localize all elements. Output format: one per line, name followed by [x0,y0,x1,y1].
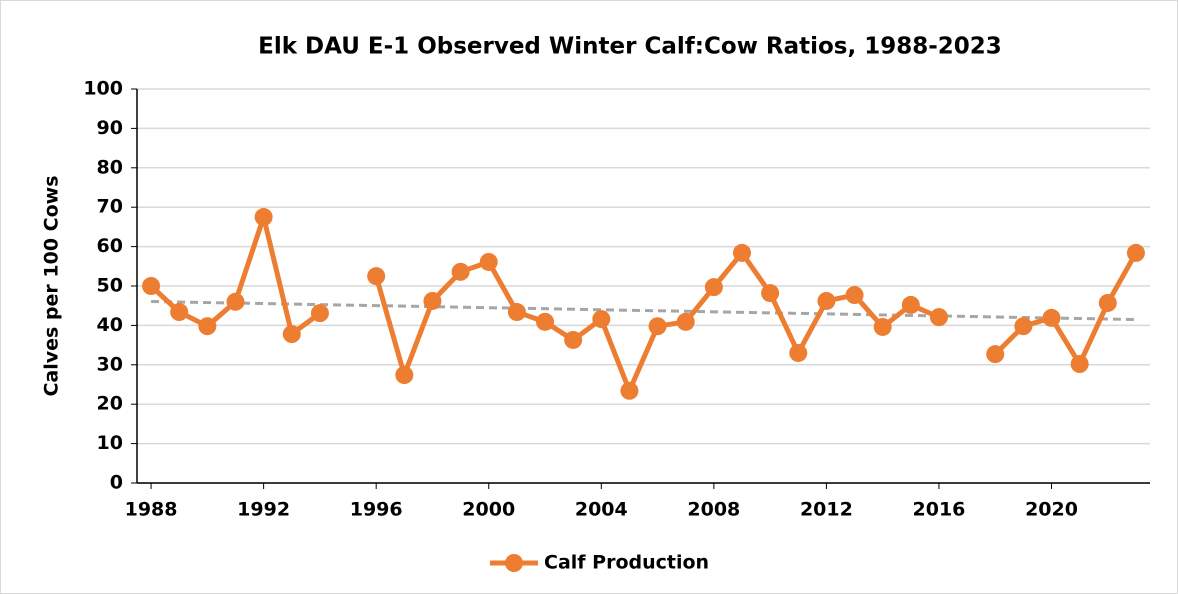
point [901,295,920,314]
point [986,345,1005,364]
x-tick-label: 1992 [237,499,290,521]
x-tick-label: 1996 [350,499,403,521]
y-tick-label: 10 [97,432,123,454]
y-tick-label: 20 [97,393,123,415]
point [451,262,470,281]
x-tick-label: 2008 [687,499,740,521]
y-tick-label: 90 [97,117,123,139]
point [564,330,583,349]
point [789,343,808,362]
point [1014,317,1033,336]
y-tick-label: 60 [97,235,123,257]
point [198,317,217,336]
point [254,208,273,227]
point [142,277,161,295]
y-axis-label: Calves per 100 Cows [41,175,63,396]
point [1042,308,1061,327]
y-tick-label: 30 [97,353,123,375]
point [310,304,329,323]
point [479,252,498,271]
point [170,303,189,322]
point [817,291,836,310]
point [761,284,780,303]
point [1098,293,1117,312]
point [423,291,442,310]
y-tick-label: 100 [83,78,123,100]
point [845,286,864,305]
point [929,308,948,327]
point [536,312,555,331]
y-tick-label: 70 [97,196,123,218]
point [676,312,695,331]
point [592,310,611,329]
point [282,325,301,344]
point [395,366,414,385]
point [367,267,386,286]
point [873,317,892,336]
point [732,243,751,262]
point [1070,355,1089,374]
x-tick-label: 2016 [913,499,966,521]
trendline [151,299,1136,322]
point [704,278,723,297]
chart-title: Elk DAU E-1 Observed Winter Calf:Cow Rat… [258,34,1002,60]
point [507,303,526,322]
point [1126,243,1145,262]
y-tick-label: 80 [97,156,123,178]
point [226,292,245,311]
x-tick-label: 2020 [1025,499,1078,521]
x-tick-label: 1988 [125,499,178,521]
y-tick-label: 50 [97,275,123,297]
point [648,317,667,336]
x-tick-label: 2000 [462,499,515,521]
x-tick-label: 2012 [800,499,853,521]
y-tick-label: 0 [110,472,123,494]
legend-label: Calf Production [544,552,709,574]
point [620,381,639,400]
y-tick-label: 40 [97,314,123,336]
legend-marker [505,554,523,572]
x-tick-label: 2004 [575,499,628,521]
